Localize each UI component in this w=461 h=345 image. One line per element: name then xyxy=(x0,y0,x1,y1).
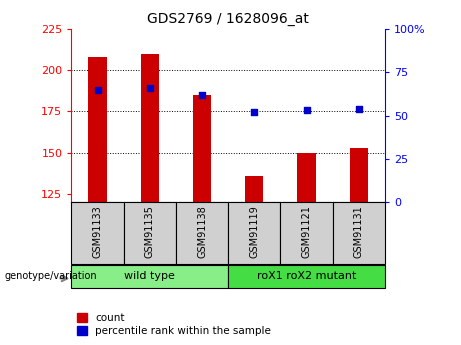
Text: roX1 roX2 mutant: roX1 roX2 mutant xyxy=(257,272,356,281)
Text: GSM91135: GSM91135 xyxy=(145,205,155,258)
Bar xyxy=(245,176,264,202)
Point xyxy=(303,108,310,113)
FancyBboxPatch shape xyxy=(228,202,280,264)
Point xyxy=(198,92,206,98)
Bar xyxy=(297,152,316,202)
Legend: count, percentile rank within the sample: count, percentile rank within the sample xyxy=(77,313,271,336)
Bar xyxy=(141,54,159,202)
Title: GDS2769 / 1628096_at: GDS2769 / 1628096_at xyxy=(147,11,309,26)
Text: GSM91131: GSM91131 xyxy=(354,205,364,258)
Bar xyxy=(89,57,106,202)
Text: GSM91119: GSM91119 xyxy=(249,205,260,258)
Point xyxy=(355,106,362,111)
Text: GSM91138: GSM91138 xyxy=(197,205,207,258)
Point xyxy=(94,87,101,92)
Point xyxy=(146,85,154,91)
FancyBboxPatch shape xyxy=(228,265,385,288)
Point xyxy=(251,109,258,115)
Text: GSM91121: GSM91121 xyxy=(301,205,312,258)
Text: genotype/variation: genotype/variation xyxy=(5,272,97,281)
Text: GSM91133: GSM91133 xyxy=(93,205,103,258)
Bar xyxy=(349,148,368,202)
Bar xyxy=(193,95,211,202)
FancyBboxPatch shape xyxy=(333,202,385,264)
Text: wild type: wild type xyxy=(124,272,175,281)
FancyBboxPatch shape xyxy=(124,202,176,264)
FancyBboxPatch shape xyxy=(71,265,228,288)
FancyBboxPatch shape xyxy=(71,202,124,264)
FancyBboxPatch shape xyxy=(280,202,333,264)
FancyBboxPatch shape xyxy=(176,202,228,264)
